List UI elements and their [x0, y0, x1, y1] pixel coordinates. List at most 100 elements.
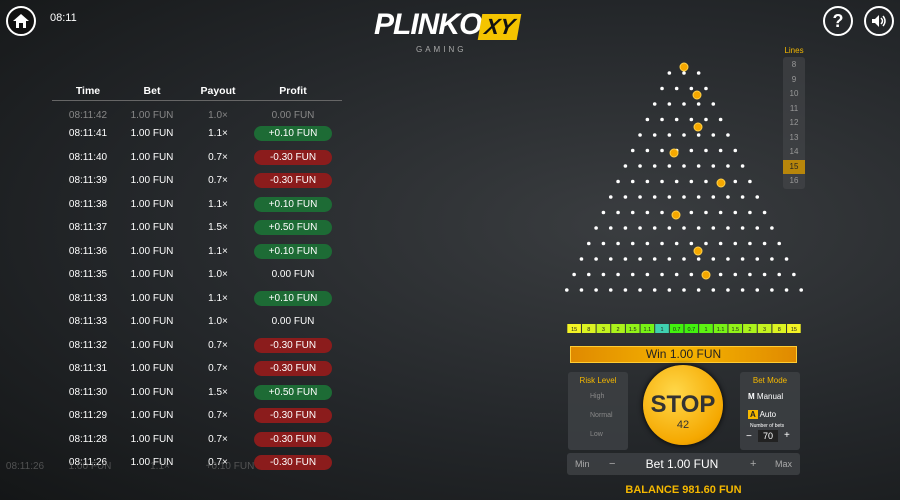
history-cell: 1.00 FUN: [130, 433, 174, 445]
peg: [689, 272, 694, 277]
history-cell: 08:11:33: [68, 316, 108, 327]
history-cell: 08:11:37: [68, 222, 108, 233]
peg: [726, 226, 730, 230]
lines-option[interactable]: 15: [783, 159, 805, 174]
peg: [660, 241, 664, 246]
peg: [784, 257, 789, 261]
history-cell: 08:11:41: [68, 128, 108, 139]
peg: [601, 272, 606, 277]
slot: [699, 324, 713, 333]
slot-label: 1: [660, 327, 663, 333]
home-button[interactable]: [6, 6, 36, 36]
slot: [625, 324, 640, 333]
peg: [630, 210, 635, 215]
history-cell: 08:11:38: [68, 198, 108, 210]
profit-cell: +0.10 FUN: [254, 290, 332, 306]
peg: [645, 241, 650, 246]
bet-min[interactable]: Min: [575, 459, 590, 469]
history-cell: 0.7×: [208, 410, 228, 421]
lines-option[interactable]: 14: [789, 147, 799, 156]
peg: [623, 288, 628, 292]
peg: [704, 148, 708, 153]
history-cell: 1.0×: [208, 316, 228, 327]
peg: [608, 288, 613, 292]
clock: 08:11: [50, 12, 77, 24]
peg: [682, 164, 686, 168]
bet-max[interactable]: Max: [775, 459, 793, 469]
peg: [630, 179, 635, 184]
peg: [762, 210, 767, 215]
peg: [718, 210, 723, 215]
profit-cell: -0.30 FUN: [254, 361, 332, 376]
peg: [711, 102, 716, 106]
logo: PLINKO: [374, 8, 482, 41]
peg: [652, 164, 657, 168]
bets-plus[interactable]: +: [784, 430, 790, 441]
peg: [638, 164, 642, 168]
lines-option[interactable]: 9: [791, 74, 797, 84]
column-header: Payout: [200, 85, 236, 97]
auto-option[interactable]: A Auto: [748, 410, 776, 419]
history-cell: 1.1×: [208, 245, 228, 257]
lines-option[interactable]: 11: [789, 103, 799, 113]
history-cell: 08:11:31: [68, 363, 108, 374]
risk-option[interactable]: Normal: [590, 412, 613, 419]
history-cell: 1.00 FUN: [130, 151, 174, 163]
lines-option[interactable]: 16: [789, 176, 799, 185]
slot: [728, 324, 743, 333]
lines-option[interactable]: 12: [789, 118, 799, 127]
slot-label: 8: [587, 327, 590, 333]
home-icon: [13, 14, 29, 28]
history-cell: 0.7×: [208, 433, 228, 445]
peg: [674, 272, 679, 277]
peg: [682, 226, 686, 230]
ball: [671, 210, 681, 220]
peg: [726, 133, 730, 137]
help-button[interactable]: ?: [823, 6, 853, 36]
stop-button[interactable]: STOP 42: [643, 365, 723, 445]
peg: [660, 86, 664, 91]
peg: [740, 226, 745, 230]
peg: [652, 257, 657, 261]
slot-label: 0.7: [673, 327, 681, 333]
history-cell: 08:11:36: [68, 245, 108, 257]
profit-cell: -0.30 FUN: [254, 455, 332, 470]
fading-cell: +0.10 FUN: [205, 461, 255, 472]
lines-option[interactable]: 10: [789, 89, 799, 98]
lines-option[interactable]: 8: [791, 60, 797, 69]
peg: [645, 179, 650, 184]
profit-cell: -0.30 FUN: [254, 431, 332, 447]
peg: [748, 210, 752, 215]
slot: [713, 324, 728, 333]
peg: [689, 241, 694, 246]
risk-option[interactable]: Low: [590, 431, 603, 438]
bet-minus[interactable]: −: [609, 458, 616, 470]
lines-option[interactable]: 13: [789, 132, 799, 142]
plinko-board: 15 8 3 2 1.5 1.1 1 0.7 0.7 1 1.1 1.5 2 3 8 15: [565, 62, 803, 333]
peg: [740, 288, 745, 292]
stop-count: 42: [676, 419, 690, 431]
risk-title: Risk Level: [579, 376, 617, 385]
history-cell: 1.00 FUN: [130, 245, 174, 257]
history-cell: 1.0×: [208, 269, 228, 280]
history-cell: 1.00 FUN: [130, 175, 174, 186]
peg: [682, 133, 686, 137]
bet-plus[interactable]: +: [750, 458, 757, 470]
peg: [594, 226, 598, 230]
peg: [755, 195, 760, 199]
peg: [638, 257, 642, 261]
peg: [799, 288, 803, 292]
manual-option[interactable]: M Manual: [748, 392, 783, 401]
bets-minus[interactable]: −: [746, 431, 752, 442]
column-header: Profit: [279, 85, 307, 97]
peg: [704, 179, 708, 184]
peg: [762, 272, 767, 277]
history-cell: 08:11:40: [68, 151, 108, 163]
history-cell: 1.5×: [208, 222, 228, 233]
history-cell: 08:11:32: [68, 339, 108, 351]
risk-option[interactable]: High: [590, 393, 605, 400]
peg: [594, 257, 598, 261]
peg: [740, 164, 745, 168]
sound-button[interactable]: [864, 6, 894, 36]
peg: [638, 195, 642, 199]
